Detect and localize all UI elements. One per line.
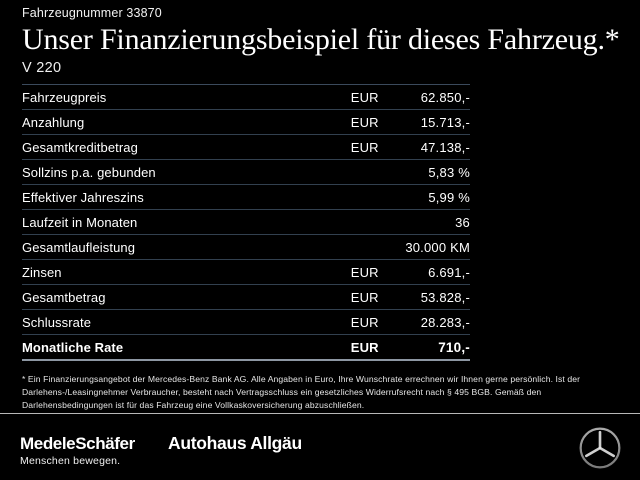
row-value: 15.713,- — [378, 109, 470, 135]
table-row: Fahrzeugpreis EUR 62.850,- — [22, 84, 470, 110]
row-currency: EUR — [326, 259, 379, 285]
dealer-logo: MedeleSchäfer Menschen bewegen. — [20, 434, 135, 468]
row-currency — [326, 184, 379, 210]
row-label: Monatliche Rate — [22, 334, 327, 361]
vehicle-number: Fahrzeugnummer 33870 — [22, 6, 162, 20]
disclaimer-text: * Ein Finanzierungsangebot der Mercedes-… — [22, 374, 581, 411]
row-label: Schlussrate — [22, 309, 327, 335]
vehicle-model: V 220 — [22, 60, 62, 76]
row-currency: EUR — [326, 84, 379, 110]
mercedes-benz-star-icon — [578, 426, 622, 470]
row-label: Gesamtlaufleistung — [22, 234, 327, 260]
row-value: 5,99 % — [378, 184, 470, 210]
row-currency: EUR — [326, 134, 379, 160]
table-row: Gesamtbetrag EUR 53.828,- — [22, 284, 470, 310]
table-row: Schlussrate EUR 28.283,- — [22, 309, 470, 335]
row-label: Laufzeit in Monaten — [22, 209, 327, 235]
page-title: Unser Finanzierungsbeispiel für dieses F… — [22, 23, 620, 56]
row-value: 47.138,- — [378, 134, 470, 160]
row-label: Zinsen — [22, 259, 327, 285]
row-value: 5,83 % — [378, 159, 470, 185]
row-currency: EUR — [326, 334, 379, 361]
row-value: 53.828,- — [378, 284, 470, 310]
row-label: Effektiver Jahreszins — [22, 184, 327, 210]
dealer-tagline: Menschen bewegen. — [20, 455, 121, 467]
row-value: 28.283,- — [378, 309, 470, 335]
row-label: Fahrzeugpreis — [22, 84, 327, 110]
table-row: Gesamtlaufleistung 30.000 KM — [22, 234, 470, 260]
row-currency — [326, 209, 379, 235]
table-row: Effektiver Jahreszins 5,99 % — [22, 184, 470, 210]
row-value: 710,- — [378, 334, 470, 361]
table-row: Sollzins p.a. gebunden 5,83 % — [22, 159, 470, 185]
finance-details-table: Fahrzeugpreis EUR 62.850,- Anzahlung EUR 15.7… — [22, 84, 470, 361]
disclaimer: * Ein Finanzierungsangebot der Mercedes-… — [22, 373, 612, 413]
row-label: Gesamtkreditbetrag — [22, 134, 327, 160]
row-currency — [326, 159, 379, 185]
dealer-name: MedeleSchäfer — [20, 434, 135, 453]
table-row: Monatliche Rate EUR 710,- — [22, 334, 470, 361]
table-row: Gesamtkreditbetrag EUR 47.138,- — [22, 134, 470, 160]
row-label: Sollzins p.a. gebunden — [22, 159, 327, 185]
row-currency — [326, 234, 379, 260]
footer: MedeleSchäfer Menschen bewegen. Autohaus… — [0, 414, 640, 480]
table-row: Zinsen EUR 6.691,- — [22, 259, 470, 285]
dealer-second-name: Autohaus Allgäu — [168, 433, 302, 453]
row-label: Anzahlung — [22, 109, 327, 135]
finance-table-body: Fahrzeugpreis EUR 62.850,- Anzahlung EUR 15.7… — [22, 84, 470, 361]
footer-divider — [0, 413, 640, 414]
row-value: 30.000 KM — [378, 234, 470, 260]
table-row: Laufzeit in Monaten 36 — [22, 209, 470, 235]
header: Fahrzeugnummer 33870 Unser Finanzierungs… — [0, 0, 640, 78]
row-currency: EUR — [326, 309, 379, 335]
row-currency: EUR — [326, 284, 379, 310]
table-row: Anzahlung EUR 15.713,- — [22, 109, 470, 135]
row-label: Gesamtbetrag — [22, 284, 327, 310]
row-value: 62.850,- — [378, 84, 470, 110]
row-currency: EUR — [326, 109, 379, 135]
row-value: 36 — [378, 209, 470, 235]
row-value: 6.691,- — [378, 259, 470, 285]
